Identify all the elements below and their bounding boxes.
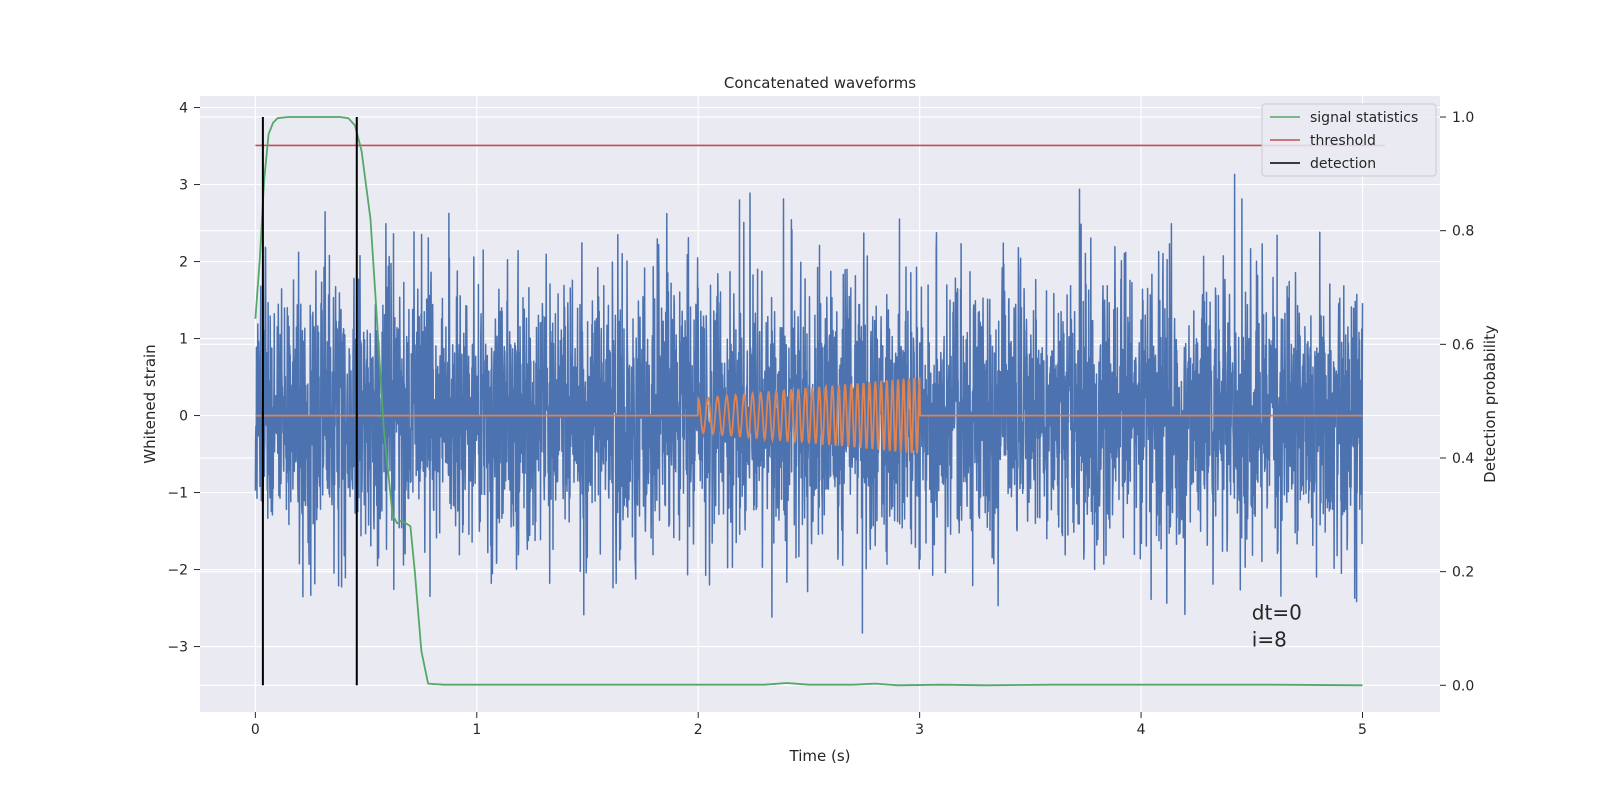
y-right-tick-label: 0.6 — [1452, 337, 1474, 353]
x-tick-label: 3 — [915, 722, 924, 738]
legend-label-threshold: threshold — [1310, 133, 1376, 149]
y-right-tick-label: 0.4 — [1452, 451, 1474, 467]
y-axis-left-label: Whitened strain — [141, 344, 159, 463]
annotation-i: i=8 — [1252, 628, 1287, 652]
x-axis-label: Time (s) — [789, 747, 851, 765]
legend-label-signal-statistics: signal statistics — [1310, 110, 1418, 126]
annotation-dt: dt=0 — [1252, 601, 1302, 625]
y-left-tick-label: 0 — [179, 409, 188, 425]
legend-box — [1261, 103, 1437, 177]
y-right-tick-label: 1.0 — [1452, 110, 1474, 126]
ticks: 0 1 2 3 4 5 −3 −2 −1 0 1 2 3 4 0.0 0.2 0.4 0.6 0.8 1.0 — [167, 101, 1474, 738]
x-tick-label: 0 — [251, 722, 260, 738]
x-tick-label: 4 — [1137, 722, 1146, 738]
x-tick-label: 1 — [472, 722, 481, 738]
chart-title: Concatenated waveforms — [724, 74, 916, 92]
y-left-tick-label: −3 — [167, 640, 188, 656]
y-left-tick-label: 3 — [179, 178, 188, 194]
signal-statistics-line — [254, 116, 1363, 687]
y-left-tick-label: 2 — [179, 255, 188, 271]
y-right-tick-label: 0.8 — [1452, 224, 1474, 240]
legend-label-detection: detection — [1310, 156, 1376, 172]
y-left-tick-label: 1 — [179, 332, 188, 348]
y-left-tick-label: −2 — [167, 563, 188, 579]
y-axis-right-label: Detection probability — [1481, 325, 1499, 483]
x-tick-label: 5 — [1358, 722, 1367, 738]
y-right-tick-label: 0.0 — [1452, 678, 1474, 694]
series-group — [254, 116, 1385, 687]
y-left-tick-label: −1 — [167, 486, 188, 502]
strain-noise-line — [254, 173, 1364, 634]
chirp-waveform-line — [255, 377, 1363, 454]
y-right-tick-label: 0.2 — [1452, 565, 1474, 581]
y-left-tick-label: 4 — [179, 101, 188, 117]
x-tick-label: 2 — [694, 722, 703, 738]
legend: signal statistics threshold detection — [1261, 103, 1437, 177]
